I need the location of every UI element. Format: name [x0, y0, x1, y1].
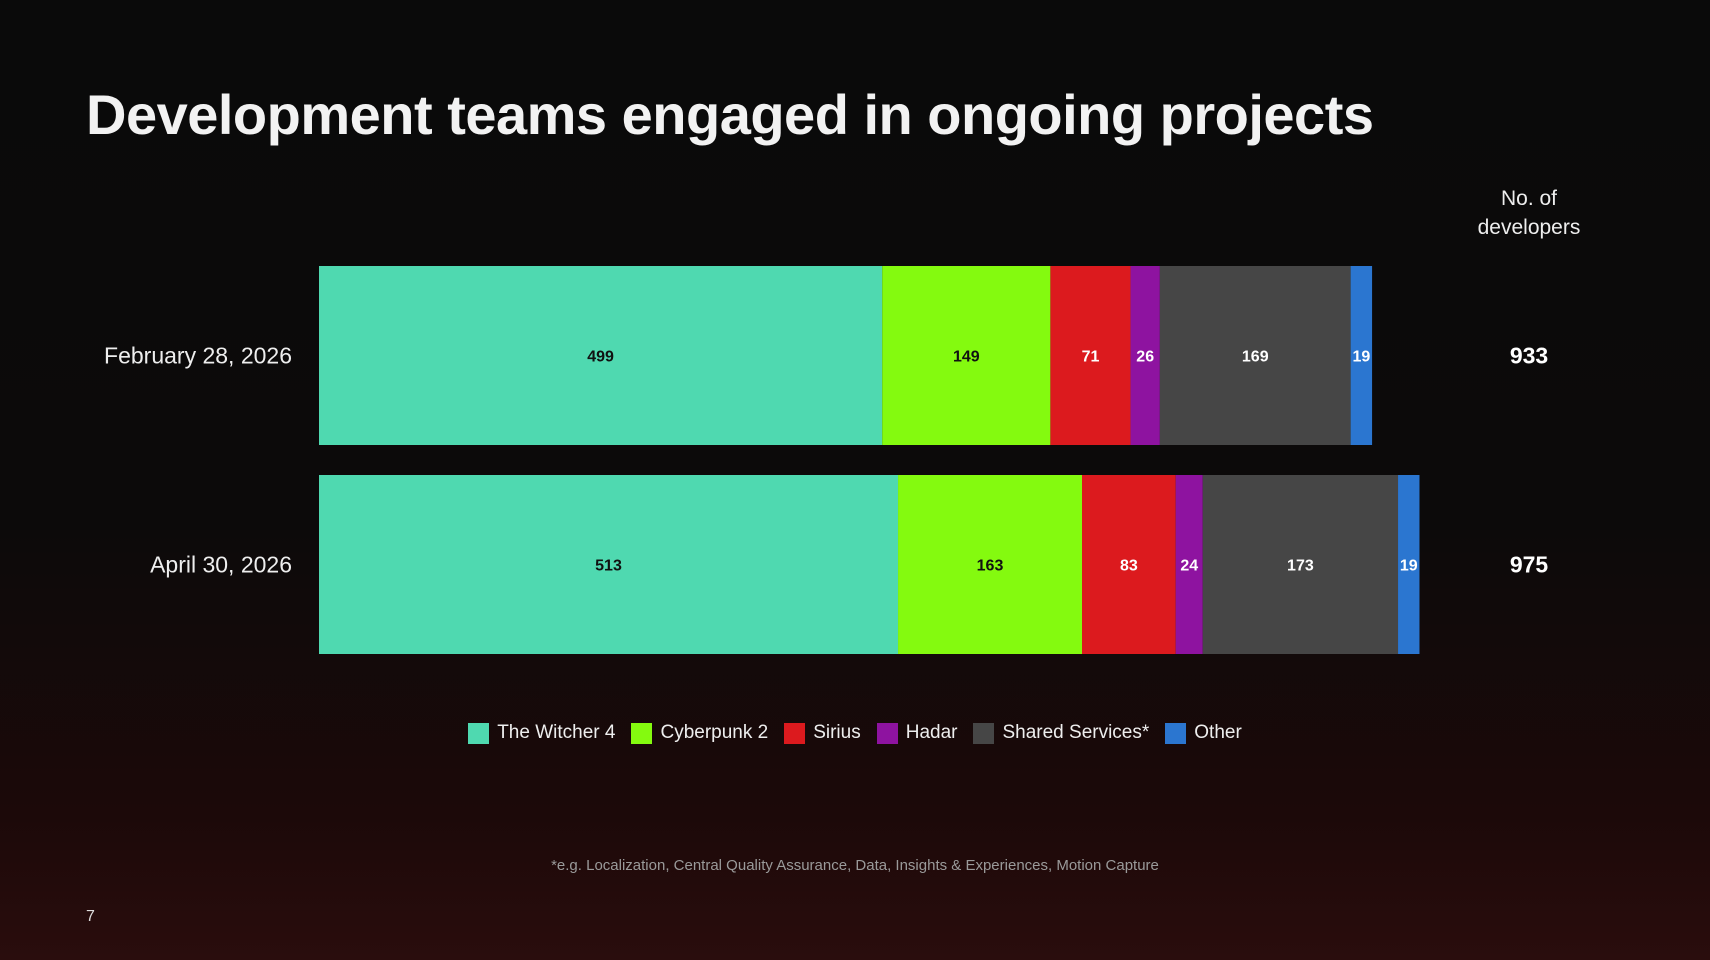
legend-label: Hadar — [905, 722, 958, 743]
data-label: 149 — [953, 349, 980, 366]
footnote: *e.g. Localization, Central Quality Assu… — [551, 857, 1159, 874]
data-label: 26 — [1136, 349, 1154, 366]
legend-item: Sirius — [784, 722, 861, 744]
data-label: 24 — [1180, 558, 1198, 575]
totals-header-line: No. of — [1501, 187, 1557, 210]
data-label: 83 — [1120, 558, 1138, 575]
totals-header-line: developers — [1478, 216, 1581, 239]
legend-label: The Witcher 4 — [497, 722, 616, 743]
bar-segment — [1350, 266, 1373, 445]
legend-swatch — [468, 722, 490, 744]
legend-swatch — [973, 722, 995, 744]
legend-item: Hadar — [876, 722, 958, 744]
slide-title: Development teams engaged in ongoing pro… — [86, 83, 1374, 146]
bar-segment — [319, 266, 883, 445]
bar-segment — [882, 266, 1051, 445]
data-label: 71 — [1082, 349, 1100, 366]
data-label: 163 — [977, 558, 1004, 575]
category-label: April 30, 2026 — [150, 552, 292, 578]
total-value: 933 — [1510, 343, 1548, 369]
total-value: 975 — [1510, 552, 1549, 578]
page-number: 7 — [86, 908, 95, 925]
legend-label: Sirius — [813, 722, 861, 743]
legend-swatch — [1165, 722, 1187, 744]
bar-segment — [898, 475, 1083, 654]
chart-legend: The Witcher 4 Cyberpunk 2 Sirius Hadar Share… — [0, 722, 1710, 744]
bar-segment — [319, 475, 899, 654]
data-label: 169 — [1242, 349, 1269, 366]
data-label: 513 — [595, 558, 622, 575]
data-label: 499 — [587, 349, 614, 366]
data-label: 19 — [1352, 349, 1370, 366]
legend-swatch — [784, 722, 806, 744]
legend-item: The Witcher 4 — [468, 722, 615, 744]
data-label: 19 — [1400, 558, 1418, 575]
legend-item: Shared Services* — [973, 722, 1149, 744]
bar-segment — [1398, 475, 1420, 654]
legend-label: Shared Services* — [1002, 722, 1150, 743]
legend-item: Cyberpunk 2 — [631, 722, 768, 744]
legend-swatch — [631, 722, 653, 744]
bar-segment — [1050, 266, 1131, 445]
bar-segment — [1159, 266, 1351, 445]
legend-label: Cyberpunk 2 — [660, 722, 769, 743]
data-label: 173 — [1287, 558, 1314, 575]
legend-item: Other — [1165, 722, 1242, 744]
legend-swatch — [876, 722, 898, 744]
bar-segment — [1175, 475, 1203, 654]
bar-segment — [1082, 475, 1176, 654]
category-label: February 28, 2026 — [104, 343, 292, 369]
bar-segment — [1130, 266, 1160, 445]
legend-label: Other — [1194, 722, 1242, 743]
bar-segment — [1202, 475, 1399, 654]
